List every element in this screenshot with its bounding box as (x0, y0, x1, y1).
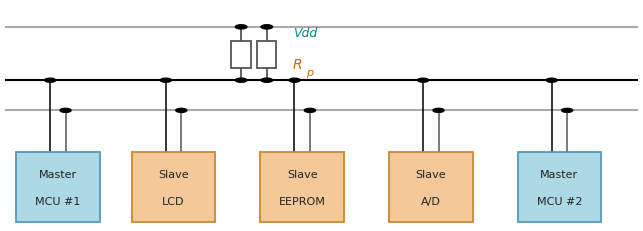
Text: LCD: LCD (163, 196, 185, 206)
Bar (132, 152, 215, 222)
Circle shape (235, 79, 247, 83)
Bar (260, 152, 344, 222)
Circle shape (44, 79, 56, 83)
Text: Slave: Slave (415, 170, 446, 180)
Circle shape (235, 26, 247, 30)
Circle shape (546, 79, 557, 83)
Bar (389, 152, 473, 222)
Text: p: p (306, 68, 313, 78)
Text: Slave: Slave (158, 170, 189, 180)
Text: MCU #1: MCU #1 (35, 196, 80, 206)
Circle shape (261, 26, 273, 30)
Circle shape (289, 79, 300, 83)
Circle shape (304, 109, 316, 113)
Bar (231, 42, 251, 69)
Circle shape (160, 79, 172, 83)
Circle shape (433, 109, 444, 113)
Circle shape (561, 109, 573, 113)
Text: R: R (293, 58, 302, 72)
Circle shape (261, 79, 273, 83)
Text: Master: Master (39, 170, 77, 180)
Text: Slave: Slave (287, 170, 318, 180)
Circle shape (176, 109, 187, 113)
Text: EEPROM: EEPROM (279, 196, 325, 206)
Text: Vdd: Vdd (293, 27, 317, 40)
Circle shape (60, 109, 71, 113)
Text: MCU #2: MCU #2 (537, 196, 582, 206)
Bar (518, 152, 601, 222)
Text: A/D: A/D (421, 196, 440, 206)
Text: Master: Master (540, 170, 579, 180)
Bar (16, 152, 100, 222)
Bar (257, 42, 276, 69)
Circle shape (417, 79, 429, 83)
